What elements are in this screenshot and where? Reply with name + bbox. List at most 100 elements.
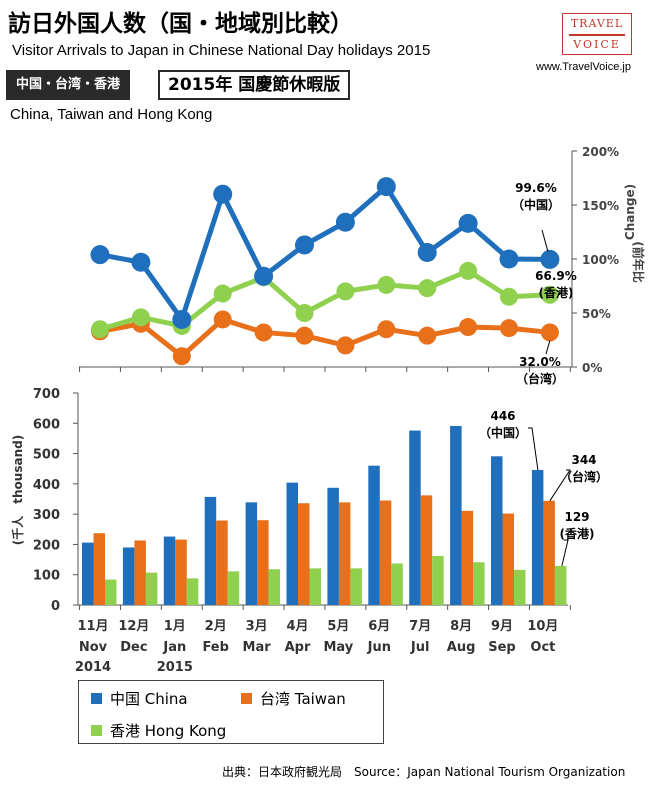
annotation-leader-taiwan — [545, 340, 551, 355]
bar-taiwan — [298, 503, 310, 605]
x-tick-label-month-cn: 1月 — [164, 619, 186, 634]
line-chart-y-label-cn: (前年比 — [631, 241, 646, 283]
data-point-hongkong — [91, 320, 109, 339]
x-tick-label-month-en: Oct — [530, 640, 555, 655]
line-chart-y-tick-label: 150% — [582, 199, 619, 213]
annotation-label-taiwan: （台湾） — [516, 371, 564, 386]
data-point-china — [131, 252, 151, 272]
bar-china — [204, 496, 217, 605]
data-point-china — [540, 249, 560, 269]
x-tick-label-month-en: May — [324, 640, 354, 655]
x-tick-label-month-en: Jul — [410, 640, 430, 655]
bar-taiwan — [338, 502, 351, 605]
legend-item-china: 中国 China — [91, 688, 188, 709]
x-tick-label-month-en: Mar — [243, 640, 272, 655]
bar-china — [327, 487, 339, 605]
annotation-leader-taiwan — [549, 469, 571, 502]
bar-hongkong — [105, 579, 117, 605]
data-point-taiwan — [213, 310, 232, 329]
bar-china — [409, 430, 421, 605]
bar-taiwan — [502, 513, 514, 605]
annotation-label-hongkong: (香港) — [539, 285, 574, 300]
x-tick-label-month-cn: 2月 — [205, 619, 227, 634]
data-point-hongkong — [459, 261, 478, 280]
annotation-value-taiwan: 32.0% — [519, 355, 561, 369]
region-label: China, Taiwan and Hong Kong — [10, 106, 213, 123]
bar-china — [122, 547, 135, 605]
x-tick-label-month-cn: 11月 — [77, 619, 108, 634]
x-tick-label-month-cn: 6月 — [368, 619, 390, 634]
annotation-leader-hongkong — [561, 539, 569, 567]
bar-chart-y-tick-label: 400 — [33, 478, 60, 493]
bar-hongkong — [268, 569, 281, 605]
legend: 中国 China 台湾 Taiwan 香港 Hong Kong — [78, 680, 384, 744]
annotation-label-china: （中国） — [479, 425, 527, 440]
x-tick-label-month-en: Nov — [79, 640, 108, 655]
x-tick-label-month-en: Apr — [285, 640, 311, 655]
bar-chart-y-tick-label: 0 — [51, 599, 60, 614]
bar-chart-y-tick-label: 500 — [33, 448, 60, 463]
bar-hongkong — [514, 569, 526, 605]
bar-taiwan — [175, 539, 187, 605]
line-chart-y-tick-label: 50% — [582, 307, 611, 321]
annotation-value-china: 99.6% — [515, 181, 557, 195]
annotation-leader-china — [528, 427, 539, 470]
data-point-hongkong — [295, 304, 314, 322]
bar-china — [531, 469, 544, 605]
data-point-china — [417, 243, 437, 263]
data-point-hongkong — [418, 279, 437, 298]
source-note: 出典：日本政府観光局 Source：Japan National Tourism… — [222, 765, 626, 779]
data-point-china — [335, 212, 355, 232]
bar-chart-y-label: (千人 thousand) — [10, 435, 25, 545]
x-tick-label-month-en: Jun — [367, 640, 391, 655]
data-point-china — [172, 309, 192, 329]
bar-taiwan — [216, 520, 228, 605]
annotation-value-china: 446 — [490, 409, 515, 423]
bar-taiwan — [93, 533, 105, 605]
bar-taiwan — [257, 520, 269, 605]
data-point-hongkong — [377, 275, 396, 294]
x-tick-label-year: 2014 — [75, 660, 111, 675]
data-point-china — [295, 235, 314, 255]
data-point-china — [499, 249, 519, 269]
bar-china — [245, 502, 258, 605]
bar-hongkong — [473, 562, 485, 605]
data-point-taiwan — [377, 320, 396, 339]
data-point-taiwan — [254, 323, 273, 342]
bar-taiwan — [379, 500, 392, 605]
x-tick-label-month-cn: 9月 — [491, 619, 513, 634]
data-point-china — [458, 213, 478, 233]
annotation-label-hongkong: (香港) — [560, 526, 595, 541]
x-tick-label-month-en: Feb — [202, 640, 228, 655]
x-tick-label-month-en: Aug — [447, 640, 476, 655]
edition-label: 2015年 国慶節休暇版 — [158, 70, 351, 100]
bar-chart-y-tick-label: 300 — [33, 508, 60, 523]
bar-chart-y-tick-label: 600 — [33, 417, 60, 432]
legend-item-taiwan: 台湾 Taiwan — [241, 688, 346, 709]
annotation-value-taiwan: 344 — [571, 453, 596, 467]
bar-chart-y-tick-label: 100 — [33, 569, 60, 584]
bar-china — [286, 482, 298, 605]
legend-label-hongkong: 香港 Hong Kong — [110, 722, 227, 740]
annotation-value-hongkong: 129 — [564, 510, 589, 524]
legend-swatch-china — [91, 693, 102, 704]
data-point-taiwan — [540, 323, 559, 342]
travelvoice-logo: TRAVEL VOICE — [562, 13, 632, 55]
x-tick-label-month-en: Sep — [488, 640, 516, 655]
line-chart-y-label-en: Change) — [623, 184, 637, 240]
bar-taiwan — [543, 500, 555, 605]
annotation-label-taiwan: （台湾） — [560, 469, 608, 484]
x-tick-label-month-cn: 8月 — [450, 619, 472, 634]
data-point-taiwan — [295, 326, 314, 345]
data-point-hongkong — [500, 287, 518, 306]
bar-taiwan — [461, 510, 474, 605]
annotation-leader-hongkong — [557, 291, 561, 296]
site-url: www.TravelVoice.jp — [536, 61, 631, 73]
annotation-label-china: （中国） — [512, 197, 560, 212]
data-point-hongkong — [336, 282, 355, 301]
chart-title: 訪日外国人数（国・地域別比較） — [8, 11, 353, 37]
bar-taiwan — [420, 495, 433, 605]
legend-item-hongkong: 香港 Hong Kong — [91, 720, 226, 741]
